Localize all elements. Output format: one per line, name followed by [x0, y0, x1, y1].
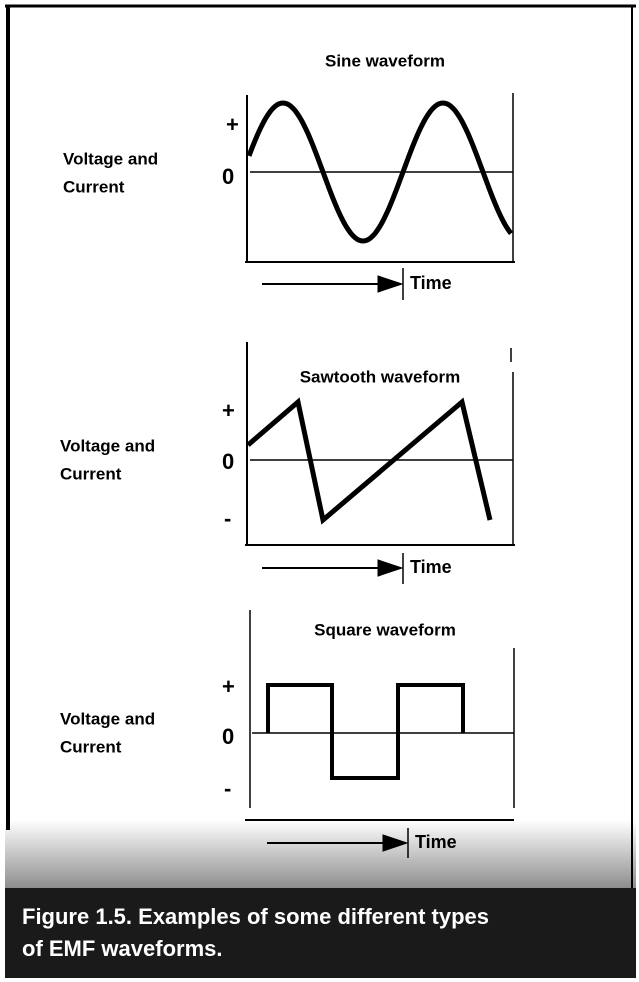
sine-axes [245, 93, 515, 263]
y-label: Voltage and [60, 709, 155, 728]
caption-box [5, 888, 636, 978]
panel-title: Sine waveform [325, 51, 445, 70]
time-label: Time [410, 557, 452, 577]
zero-label: 0 [222, 449, 234, 474]
shade-band [5, 820, 636, 890]
y-label: Current [63, 177, 125, 196]
square-axes [245, 610, 515, 821]
zero-label: 0 [222, 164, 234, 189]
caption: Figure 1.5. Examples of some different t… [22, 904, 489, 929]
zero-label: 0 [222, 724, 234, 749]
plus-label: + [222, 674, 235, 699]
y-label: Current [60, 464, 122, 483]
time-arrow [262, 553, 404, 584]
plus-label: + [222, 398, 235, 423]
minus-label: - [224, 776, 231, 801]
panel-title: Sawtooth waveform [300, 367, 461, 386]
minus-label: - [224, 506, 231, 531]
time-label: Time [415, 832, 457, 852]
time-arrow [262, 268, 404, 300]
time-arrow [267, 828, 409, 858]
sawtooth-axes [245, 342, 515, 546]
y-label: Voltage and [63, 149, 158, 168]
y-label: Current [60, 737, 122, 756]
y-label: Voltage and [60, 436, 155, 455]
plus-label: + [226, 112, 239, 137]
caption: of EMF waveforms. [22, 936, 222, 961]
time-label: Time [410, 273, 452, 293]
panel-title: Square waveform [314, 620, 456, 639]
